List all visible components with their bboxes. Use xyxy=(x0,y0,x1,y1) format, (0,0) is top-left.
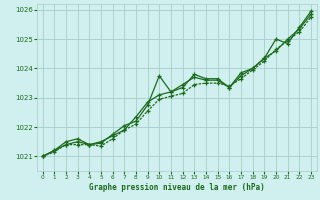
X-axis label: Graphe pression niveau de la mer (hPa): Graphe pression niveau de la mer (hPa) xyxy=(89,183,265,192)
